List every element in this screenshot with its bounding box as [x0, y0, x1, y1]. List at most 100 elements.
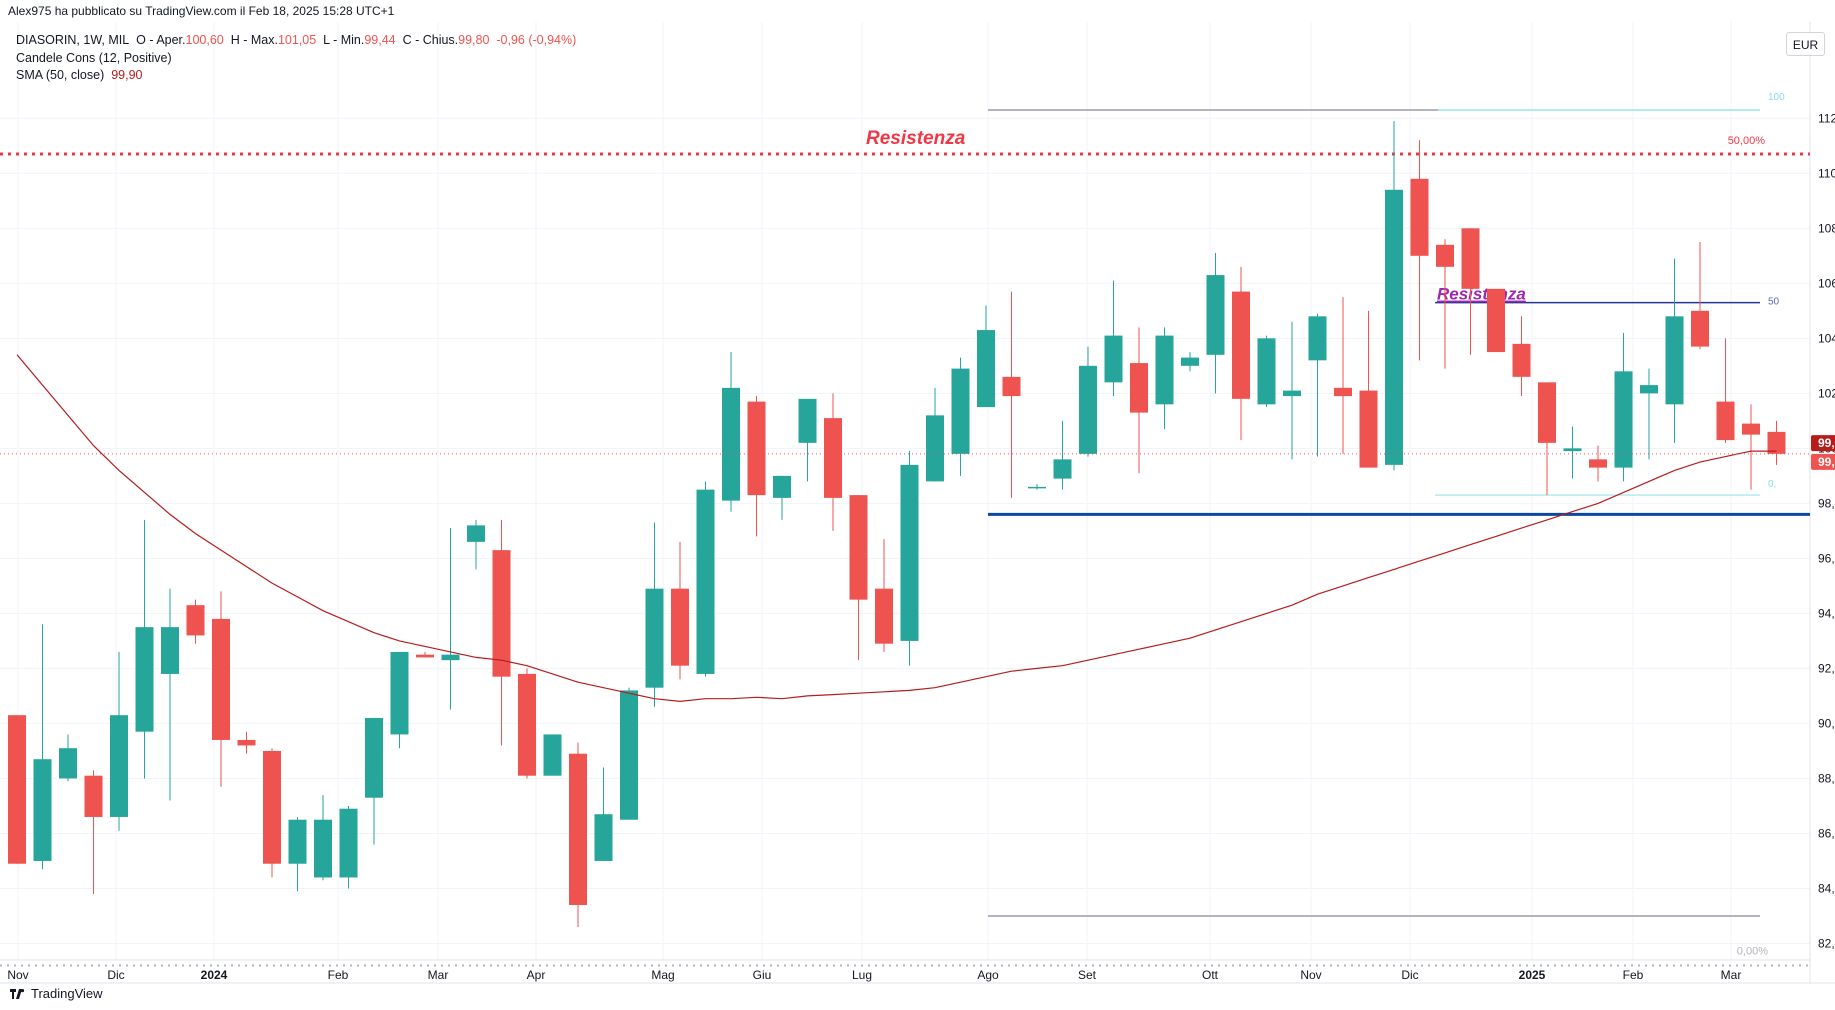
close-price-tag-text: 99,80	[1818, 455, 1835, 469]
candle-body	[390, 651, 409, 735]
candle-body	[416, 654, 434, 658]
x-tick-label[interactable]: Lug	[852, 968, 872, 982]
x-tick-label[interactable]: 2024	[201, 968, 228, 982]
candle-body	[977, 330, 995, 408]
candle-body	[1385, 189, 1403, 465]
candle-body	[824, 418, 842, 498]
price-chart[interactable]: 82,00 84,00 86,00 88,00 90,00 92,00 94,00 96,00…	[0, 22, 1835, 984]
candle-body	[1359, 390, 1378, 468]
y-tick-label[interactable]: 84,00	[1818, 881, 1835, 895]
y-tick-label[interactable]: 104,00	[1818, 331, 1835, 345]
candle-body	[8, 715, 26, 864]
currency-button[interactable]: EUR	[1786, 32, 1825, 56]
candle-body	[1614, 371, 1633, 468]
indicator-2-value: 99,90	[111, 68, 143, 82]
x-tick-label[interactable]: Ago	[977, 968, 999, 982]
candle-body	[339, 808, 358, 878]
resistance-fib-label: 50,00%	[1728, 135, 1766, 147]
x-tick-label[interactable]: 2025	[1519, 968, 1546, 982]
sma-price-tag: 99,90	[1811, 435, 1835, 452]
candle-body	[365, 717, 383, 798]
candle-body	[620, 690, 638, 820]
candle-body	[1053, 459, 1072, 479]
candle-body	[1691, 310, 1709, 347]
candle-body	[1665, 316, 1684, 405]
candle-body	[773, 475, 791, 498]
x-tick-label[interactable]: Ott	[1202, 968, 1219, 982]
x-tick-label[interactable]: Set	[1078, 968, 1097, 982]
y-tick-label[interactable]: 90,00	[1818, 716, 1835, 730]
tradingview-footer[interactable]: TradingView	[10, 986, 103, 1001]
legend-high: 101,05	[277, 33, 317, 47]
x-tick-label[interactable]: Nov	[1300, 968, 1321, 982]
candle-body	[645, 588, 664, 688]
y-tick-label[interactable]: 110,00	[1818, 166, 1835, 180]
x-tick-label[interactable]: Mar	[428, 968, 449, 982]
candle-body	[1461, 228, 1480, 289]
y-tick-label[interactable]: 86,00	[1818, 826, 1835, 840]
legend-indicator-2[interactable]: SMA (50, close) 99,90	[16, 67, 576, 85]
candle-body	[543, 734, 562, 776]
candle-body	[1130, 363, 1148, 413]
candle-body	[135, 627, 154, 732]
legend-ohlc-row: DIASORIN, 1W, MIL O - Aper.100,60 H - Ma…	[16, 32, 576, 50]
legend-close: 99,80	[458, 33, 490, 47]
chart-legend: DIASORIN, 1W, MIL O - Aper.100,60 H - Ma…	[16, 32, 576, 85]
candle-body	[1742, 423, 1760, 435]
y-tick-label[interactable]: 112,00	[1818, 111, 1835, 125]
candle-body	[671, 588, 689, 666]
candle-body	[926, 415, 944, 482]
candle-body	[186, 605, 205, 636]
legend-indicator-1[interactable]: Candele Cons (12, Positive)	[16, 50, 576, 68]
legend-low: 99,44	[364, 33, 396, 47]
candle-body	[1716, 401, 1735, 441]
legend-low-key: L - Min.	[323, 33, 365, 47]
x-tick-label[interactable]: Mar	[1721, 968, 1742, 982]
legend-open-key: O - Aper.	[136, 33, 186, 47]
x-tick-label[interactable]: Mag	[651, 968, 674, 982]
candle-body	[1028, 486, 1046, 489]
x-tick-label[interactable]: Feb	[1623, 968, 1644, 982]
indicator-1-name: Candele Cons (12, Positive)	[16, 50, 172, 65]
y-tick-label[interactable]: 94,00	[1818, 606, 1835, 620]
candle-body	[900, 464, 919, 641]
legend-change: -0,96 (-0,94%)	[496, 33, 577, 47]
resistance-secondary-label: Resistenza	[1437, 285, 1526, 304]
candle-body	[492, 550, 511, 677]
fib-zero-label: 0,00%	[1737, 945, 1768, 957]
y-tick-label[interactable]: 98,00	[1818, 496, 1835, 510]
y-tick-label[interactable]: 96,00	[1818, 551, 1835, 565]
resistance-main-label: Resistenza	[866, 128, 966, 149]
candle-body	[798, 398, 817, 443]
candle-body	[1002, 376, 1021, 397]
y-tick-label[interactable]: 108,00	[1818, 221, 1835, 235]
candle-body	[441, 654, 460, 661]
sma-price-tag-text: 99,90	[1818, 436, 1835, 450]
candle-body	[59, 748, 77, 779]
publisher-bar: Alex975 ha pubblicato su TradingView.com…	[0, 0, 1835, 22]
y-tick-label[interactable]: 102,00	[1818, 386, 1835, 400]
x-tick-label[interactable]: Nov	[7, 968, 28, 982]
candle-body	[875, 588, 893, 644]
y-tick-label[interactable]: 92,00	[1818, 661, 1835, 675]
candle-body	[1512, 343, 1531, 377]
fib-half-short-label: 50	[1768, 297, 1780, 308]
candle-body	[288, 819, 307, 864]
legend-symbol[interactable]: DIASORIN, 1W, MIL	[16, 33, 130, 47]
x-tick-label[interactable]: Dic	[107, 968, 124, 982]
candle-body	[1410, 178, 1429, 256]
candle-body	[1206, 275, 1225, 355]
x-tick-label[interactable]: Dic	[1401, 968, 1418, 982]
y-tick-label[interactable]: 106,00	[1818, 276, 1835, 290]
sma-line	[16, 354, 1777, 703]
indicator-2-name: SMA (50, close)	[16, 68, 105, 82]
candle-body	[1308, 316, 1327, 361]
x-tick-label[interactable]: Giu	[753, 968, 772, 982]
y-tick-label[interactable]: 82,00	[1818, 936, 1835, 950]
x-tick-label[interactable]: Feb	[328, 968, 349, 982]
y-tick-label[interactable]: 88,00	[1818, 771, 1835, 785]
candle-body	[1640, 385, 1658, 394]
x-tick-label[interactable]: Apr	[527, 968, 546, 982]
sma-price-tag-bg	[1811, 435, 1835, 452]
candle-body	[722, 387, 740, 501]
